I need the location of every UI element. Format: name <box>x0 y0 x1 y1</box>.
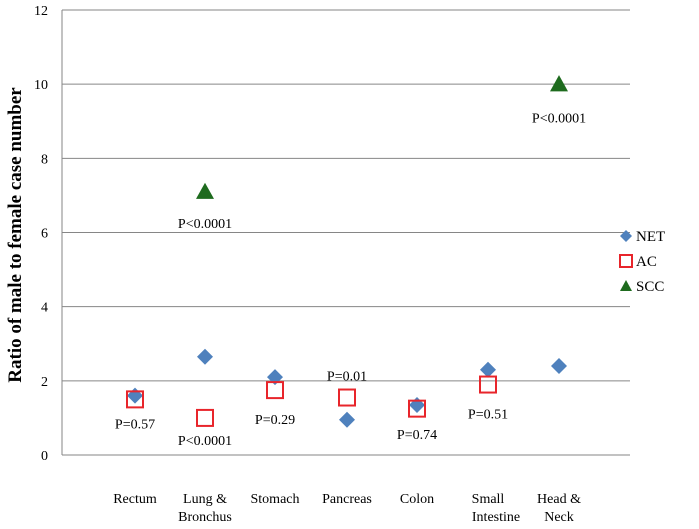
x-category-label: Pancreas <box>322 492 372 507</box>
y-tick-label: 6 <box>41 227 48 242</box>
point-scc <box>550 75 568 92</box>
point-net <box>127 387 143 404</box>
x-category-line: Rectum <box>113 492 157 507</box>
legend-item: AC <box>619 254 657 270</box>
annotations: P=0.57 P<0.0001 P<0.0001 P=0.29 P=0.01 P=0.74… <box>115 112 586 450</box>
x-category-label: Rectum <box>113 492 157 507</box>
y-tick-label: 8 <box>41 152 48 167</box>
legend-diamond-icon <box>620 230 632 242</box>
y-axis-label: Ratio of male to female case number <box>5 87 26 383</box>
point-net <box>480 361 496 378</box>
y-tick-label: 10 <box>34 78 48 93</box>
p-value-annotation: P=0.57 <box>115 417 155 432</box>
point-ac <box>479 375 497 394</box>
point-ac <box>408 399 426 418</box>
x-category-line: Lung & <box>183 492 227 507</box>
p-value-annotation: P<0.0001 <box>532 112 586 127</box>
x-category-label: Stomach <box>251 492 300 507</box>
y-axis-ticks: 0 2 4 6 8 10 12 <box>34 4 48 464</box>
legend-item: SCC <box>620 279 664 295</box>
x-category-line: Colon <box>400 492 434 507</box>
point-net <box>409 396 425 413</box>
point-net <box>551 358 567 374</box>
y-tick-label: 2 <box>41 375 48 390</box>
point-ac <box>196 408 214 427</box>
legend-triangle-icon <box>620 280 632 291</box>
p-value-annotation: P=0.29 <box>255 413 295 428</box>
legend: NET AC SCC <box>619 229 665 295</box>
x-category-label: Small Intestine <box>472 492 520 525</box>
x-axis-categories: Rectum Lung & Bronchus Stomach Pancreas Colon… <box>113 492 581 525</box>
x-category-label: Head & Neck <box>537 492 581 525</box>
data-points <box>126 75 568 428</box>
x-category-label: Lung & Bronchus <box>178 492 232 525</box>
p-value-annotation: P=0.01 <box>327 369 367 384</box>
x-category-line: Bronchus <box>178 510 232 525</box>
point-scc <box>196 182 214 199</box>
legend-label: NET <box>636 229 665 245</box>
x-category-line: Neck <box>544 510 574 525</box>
p-value-annotation: P<0.0001 <box>178 434 232 449</box>
legend-square-icon <box>619 254 633 268</box>
legend-label: SCC <box>636 279 664 295</box>
p-value-annotation: P<0.0001 <box>178 217 232 232</box>
legend-item: NET <box>620 229 665 245</box>
gridlines <box>61 9 630 456</box>
y-tick-label: 0 <box>41 449 48 464</box>
x-category-line: Intestine <box>472 510 520 525</box>
y-tick-label: 12 <box>34 4 48 19</box>
x-category-line: Head & <box>537 492 581 507</box>
point-net <box>197 348 213 365</box>
x-category-line: Pancreas <box>322 492 372 507</box>
x-category-line: Stomach <box>251 492 300 507</box>
point-ac <box>266 381 284 400</box>
point-net <box>339 411 355 428</box>
p-value-annotation: P=0.51 <box>468 407 508 422</box>
y-tick-label: 4 <box>41 301 48 316</box>
x-category-label: Colon <box>400 492 434 507</box>
point-ac <box>338 388 356 407</box>
point-ac <box>126 390 144 409</box>
p-value-annotation: P=0.74 <box>397 428 437 443</box>
legend-label: AC <box>636 254 657 270</box>
x-category-line: Small <box>472 492 505 507</box>
